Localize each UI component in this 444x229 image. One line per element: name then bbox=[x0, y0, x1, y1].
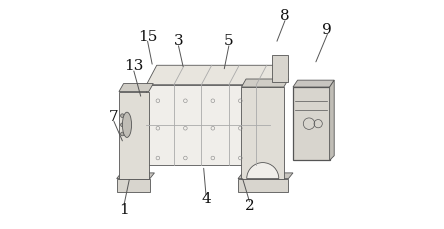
Text: 4: 4 bbox=[201, 192, 211, 206]
Polygon shape bbox=[119, 84, 153, 92]
Polygon shape bbox=[293, 80, 334, 87]
Ellipse shape bbox=[123, 112, 131, 137]
Polygon shape bbox=[147, 85, 270, 165]
Polygon shape bbox=[242, 87, 284, 179]
Polygon shape bbox=[119, 92, 149, 179]
Polygon shape bbox=[242, 79, 289, 87]
Text: 5: 5 bbox=[224, 34, 234, 48]
Polygon shape bbox=[142, 104, 147, 145]
Ellipse shape bbox=[268, 104, 275, 145]
Text: 3: 3 bbox=[174, 34, 183, 48]
Polygon shape bbox=[272, 55, 289, 82]
Text: 1: 1 bbox=[119, 202, 129, 217]
Text: 7: 7 bbox=[109, 110, 119, 124]
Polygon shape bbox=[270, 104, 275, 145]
Text: 9: 9 bbox=[322, 23, 332, 37]
Ellipse shape bbox=[121, 123, 124, 127]
Polygon shape bbox=[117, 179, 150, 192]
Polygon shape bbox=[293, 87, 329, 160]
Polygon shape bbox=[147, 65, 281, 85]
Text: 2: 2 bbox=[245, 199, 254, 213]
Text: 8: 8 bbox=[280, 9, 290, 23]
Polygon shape bbox=[270, 65, 281, 165]
Polygon shape bbox=[329, 80, 334, 160]
Ellipse shape bbox=[121, 114, 124, 117]
Polygon shape bbox=[117, 173, 155, 179]
Wedge shape bbox=[247, 163, 279, 179]
Polygon shape bbox=[238, 179, 289, 192]
Text: 13: 13 bbox=[124, 59, 143, 74]
Ellipse shape bbox=[142, 104, 149, 145]
Polygon shape bbox=[238, 173, 293, 179]
Text: 15: 15 bbox=[138, 30, 157, 44]
Ellipse shape bbox=[121, 132, 124, 136]
